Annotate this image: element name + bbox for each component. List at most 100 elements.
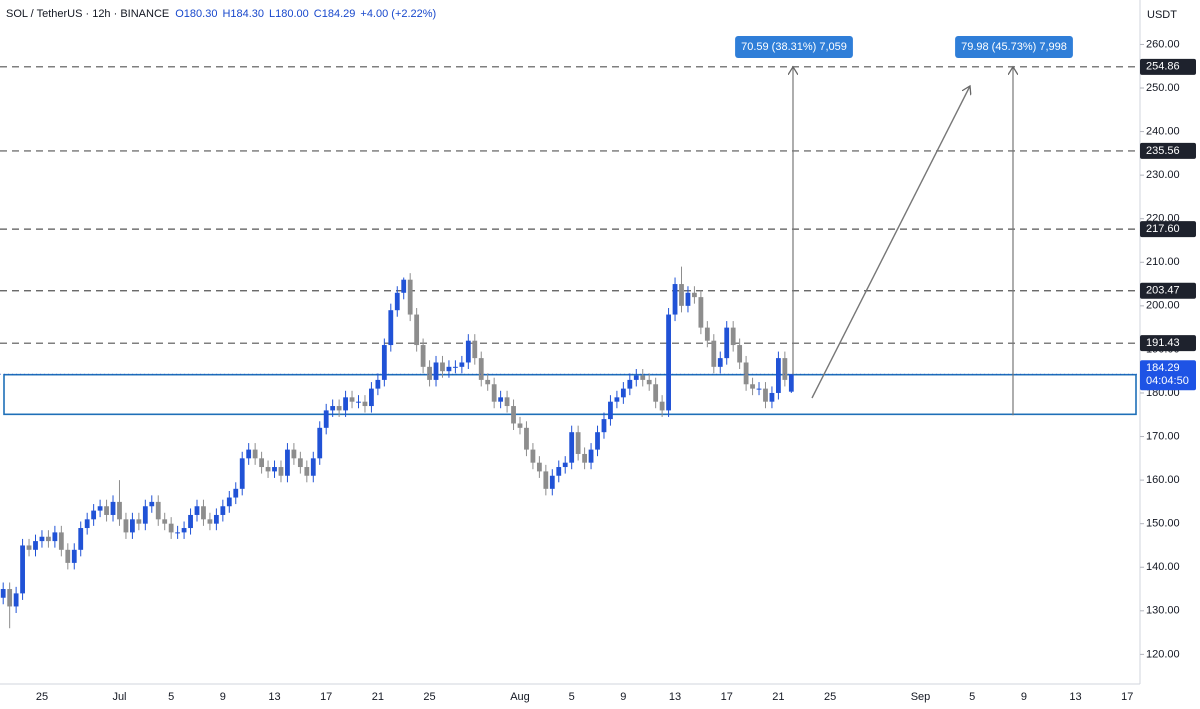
y-axis-label: USDT (1147, 9, 1177, 21)
candle-body (71, 549, 77, 563)
measure-label-text: 79.98 (45.73%) 7,998 (961, 41, 1067, 53)
candle-body (646, 379, 652, 385)
x-tick-label: 5 (569, 691, 575, 703)
level-label: 254.86 (1146, 61, 1180, 73)
y-tick-label: 130.00 (1146, 605, 1180, 617)
x-tick-label: 17 (1121, 691, 1133, 703)
candle-body (175, 532, 181, 534)
candle-body (407, 279, 413, 315)
candle-body (717, 358, 723, 367)
x-tick-label: 17 (721, 691, 733, 703)
candle-body (414, 314, 420, 346)
candle-body (123, 519, 129, 533)
x-tick-label: 21 (372, 691, 384, 703)
candle-body (491, 384, 497, 402)
measure-label-box (735, 36, 853, 58)
x-tick-label: 9 (1021, 691, 1027, 703)
candle-body (582, 453, 587, 463)
candle-body (26, 545, 32, 550)
x-tick-label: 25 (36, 691, 48, 703)
candle-body (13, 593, 19, 607)
candle-body (201, 506, 206, 520)
measure-label-box (955, 36, 1073, 58)
candle-body (213, 514, 219, 524)
x-tick-label: 5 (969, 691, 975, 703)
candle-body (737, 345, 743, 363)
candle-body (608, 401, 613, 420)
candle-body (595, 432, 600, 450)
x-tick-label: 13 (268, 691, 280, 703)
y-tick-label: 170.00 (1146, 430, 1180, 442)
x-tick-label: 21 (772, 691, 784, 703)
candle-body (136, 519, 142, 524)
candle-body (317, 427, 323, 459)
candle-body (627, 379, 633, 389)
candle-body (388, 310, 394, 346)
y-tick-label: 150.00 (1146, 518, 1180, 530)
candle-body (117, 501, 122, 520)
level-label: 191.43 (1146, 337, 1180, 349)
candle-body (704, 327, 710, 341)
candle-body (485, 379, 491, 385)
candle-body (265, 467, 271, 472)
projection-arrow (811, 86, 970, 399)
candle-body (472, 340, 478, 359)
candle-body (142, 506, 148, 524)
candle-body (168, 523, 174, 533)
candle-body (511, 406, 516, 424)
candle-body (517, 423, 523, 428)
candle-body (362, 401, 368, 407)
x-tick-label: 13 (1069, 691, 1081, 703)
candle-body (620, 388, 626, 398)
x-tick-label: Jul (112, 691, 126, 703)
y-tick-label: 230.00 (1146, 169, 1180, 181)
candle-body (633, 375, 639, 380)
x-tick-label: 13 (669, 691, 681, 703)
price-box (1140, 360, 1196, 391)
candle-body (530, 449, 536, 463)
candle-body (220, 506, 226, 515)
candle-body (52, 532, 58, 542)
candle-body (549, 475, 555, 489)
candle-body (698, 297, 704, 328)
candle-body (672, 284, 678, 315)
candle-body (666, 314, 671, 411)
candle-body (543, 471, 549, 489)
x-tick-label: Sep (911, 691, 931, 703)
candle-body (65, 549, 71, 563)
candle-body (310, 458, 316, 476)
candle-body (504, 397, 510, 407)
candle-body (149, 501, 155, 507)
candle-body (763, 388, 768, 402)
y-tick-label: 240.00 (1146, 125, 1180, 137)
y-tick-label: 210.00 (1146, 256, 1180, 268)
y-tick-label: 200.00 (1146, 300, 1180, 312)
ohlc-legend: O180.30 (175, 8, 217, 20)
candle-body (252, 449, 258, 459)
price-countdown: 04:04:50 (1146, 375, 1189, 387)
candle-body (323, 410, 329, 428)
candle-body (575, 432, 581, 454)
candle-body (730, 327, 736, 346)
candle-body (788, 374, 794, 392)
candle-body (20, 545, 25, 594)
candle-body (297, 458, 303, 468)
candle-body (679, 284, 684, 306)
candle-body (420, 345, 426, 367)
candle-body (653, 384, 659, 402)
candle-body (756, 388, 762, 390)
level-label-box (1140, 58, 1196, 75)
candle-body (659, 401, 665, 411)
candle-body (97, 506, 103, 511)
candle-body (556, 467, 562, 476)
candle-body (46, 536, 51, 542)
candle-body (782, 358, 788, 380)
candle-body (769, 392, 775, 402)
level-label-box (1140, 335, 1196, 352)
ohlc-legend: H184.30 (222, 8, 264, 20)
measure-label-text: 70.59 (38.31%) 7,059 (741, 41, 847, 53)
y-tick-label: 260.00 (1146, 38, 1180, 50)
